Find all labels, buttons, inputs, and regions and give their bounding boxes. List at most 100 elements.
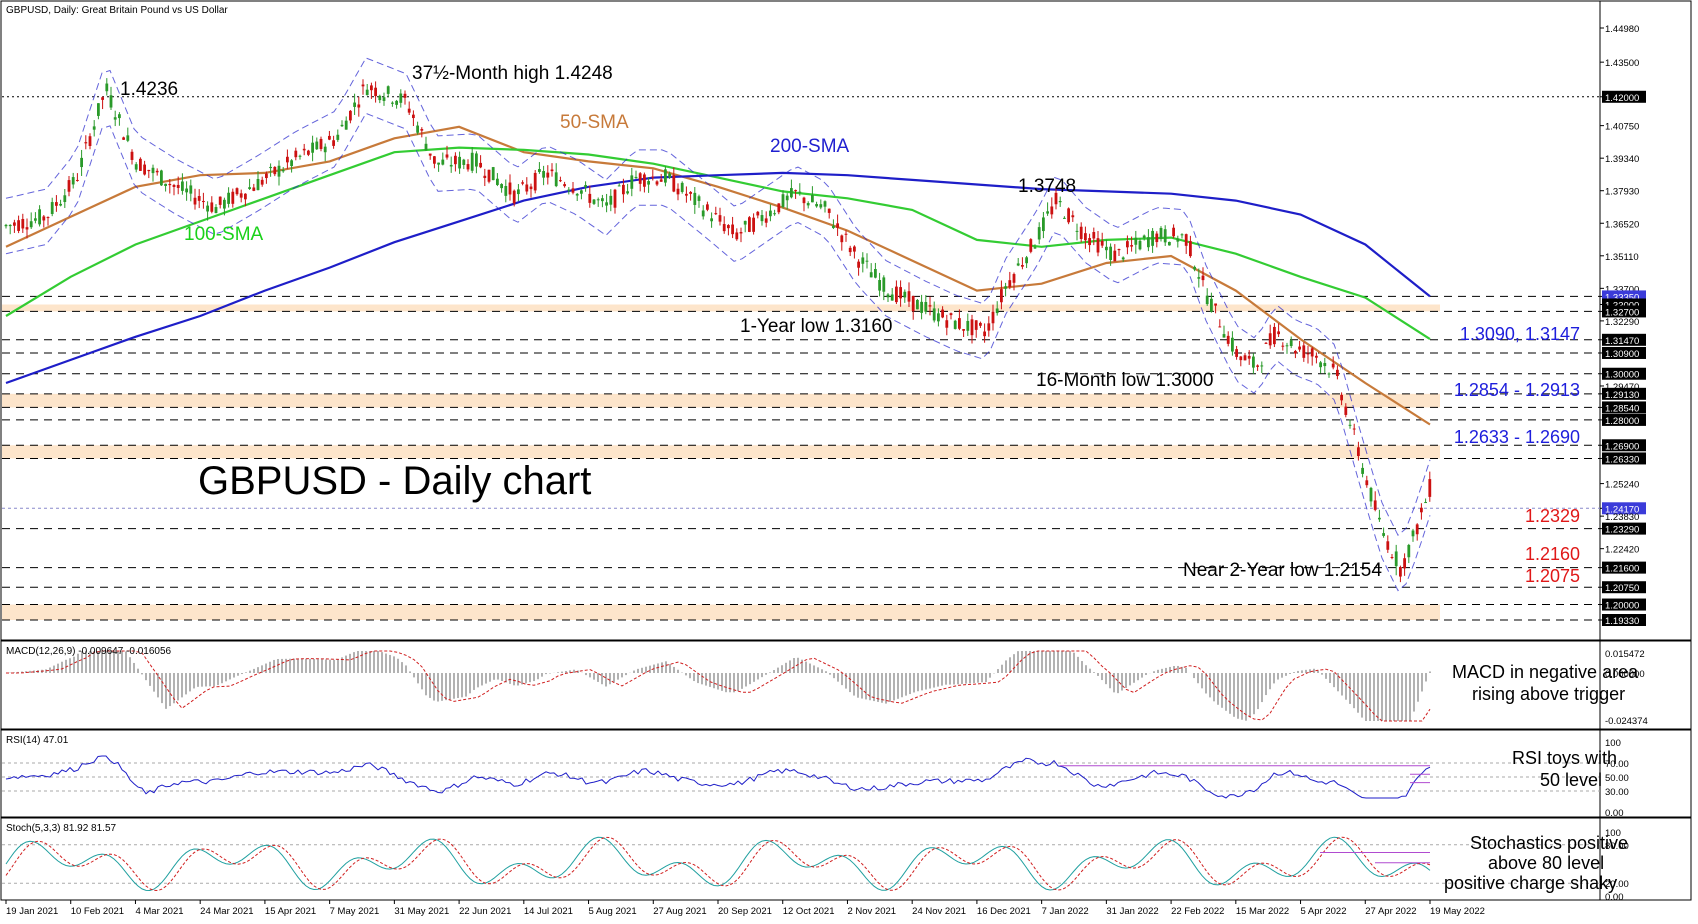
candle-body [67, 180, 71, 192]
candle-body [785, 195, 789, 201]
candle-body [1302, 345, 1306, 358]
price-label-box [1602, 401, 1646, 414]
candle-body [874, 269, 877, 278]
candle-body [386, 86, 390, 94]
candle-body [588, 193, 592, 203]
candle-body [344, 120, 348, 130]
price-label: 1.24170 [1605, 504, 1639, 515]
candle-body [349, 110, 352, 121]
candle-body [475, 153, 478, 167]
level-label: 1.2075 [1525, 566, 1580, 586]
annotation-low-2y: Near 2-Year low 1.2154 [1183, 560, 1382, 581]
candle-body [109, 95, 113, 108]
candle-body [496, 178, 499, 185]
rsi-axis-label: 30.00 [1605, 787, 1629, 798]
candle-body [617, 185, 621, 187]
candle-body [1121, 257, 1125, 260]
candle-body [151, 167, 155, 174]
candle-body [1390, 556, 1394, 558]
candle-body [143, 164, 146, 175]
price-label-box [1602, 452, 1646, 465]
candle-body [743, 220, 747, 225]
price-label: 1.22420 [1605, 545, 1639, 556]
rsi-axis-label: 70.00 [1605, 759, 1629, 770]
candle-body [567, 189, 571, 191]
candle-body [441, 159, 445, 165]
macd-axis-label: 0.000000 [1605, 669, 1645, 680]
support-resistance-zone [2, 445, 1440, 459]
candle-body [668, 173, 671, 178]
candle-body [533, 172, 537, 191]
candle-body [878, 280, 881, 291]
price-label: 1.33700 [1605, 284, 1639, 295]
candle-body [1142, 235, 1146, 238]
candle-body [928, 305, 932, 307]
candle-body [38, 209, 41, 225]
rsi-axis-label: 50.00 [1605, 773, 1629, 784]
x-axis-label: 7 May 2021 [330, 906, 380, 917]
candle-body [328, 135, 331, 140]
candle-body [332, 140, 335, 146]
candle-body [302, 148, 306, 151]
candle-body [315, 141, 319, 150]
macd-header: MACD(12,26,9) -0.009647 -0.016056 [6, 646, 172, 657]
candle-body [550, 169, 554, 172]
candle-body [239, 193, 243, 198]
candle-body [1340, 394, 1343, 401]
candle-body [294, 150, 298, 158]
candle-body [739, 232, 743, 234]
candle-body [466, 164, 470, 170]
price-label: 1.30900 [1605, 349, 1639, 360]
stoch-note-3: positive charge shaky [1444, 873, 1617, 893]
candle-body [407, 108, 411, 113]
candle-body [1243, 355, 1247, 361]
stoch-header: Stoch(5,3,3) 81.92 81.57 [6, 823, 117, 834]
stoch-axis-label: 100 [1605, 828, 1621, 839]
candle-body [1138, 240, 1142, 250]
candle-body [504, 186, 508, 196]
annotation-high-2: 37½-Month high 1.4248 [412, 63, 613, 84]
price-label: 1.35110 [1605, 252, 1639, 263]
x-axis-label: 7 Jan 2022 [1042, 906, 1089, 917]
price-label: 1.44980 [1605, 24, 1639, 35]
candle-body [17, 220, 20, 231]
candle-body [1172, 227, 1175, 237]
candle-body [1310, 348, 1314, 357]
chart-title: GBPUSD - Daily chart [198, 459, 591, 503]
candle-body [391, 102, 394, 104]
candle-body [664, 169, 667, 183]
candle-body [101, 97, 104, 100]
price-label-box [1602, 598, 1646, 611]
candle-body [773, 213, 776, 215]
candle-body [458, 156, 461, 169]
candle-body [1361, 467, 1364, 474]
candle-body [802, 197, 806, 204]
candle-body [416, 125, 419, 133]
candle-body [685, 193, 688, 196]
price-label-box [1602, 439, 1646, 452]
candle-body [1042, 217, 1045, 232]
candle-body [1159, 227, 1163, 239]
candle-body [105, 83, 109, 92]
x-axis-label: 15 Mar 2022 [1236, 906, 1289, 917]
x-axis-label: 2 Nov 2021 [847, 906, 896, 917]
candle-body [357, 104, 361, 108]
candle-body [88, 136, 92, 147]
candle-body [50, 202, 54, 214]
candle-body [1222, 334, 1226, 338]
candle-body [584, 185, 587, 188]
level-label: 1.2854 - 1.2913 [1454, 380, 1580, 400]
candle-body [374, 87, 377, 97]
candle-body [596, 199, 600, 201]
candle-body [895, 286, 898, 303]
price-label: 1.43500 [1605, 58, 1639, 69]
candle-body [1260, 365, 1264, 367]
candle-body [1306, 353, 1310, 355]
candle-body [630, 175, 634, 189]
candle-body [483, 175, 487, 179]
candle-body [412, 114, 415, 119]
candle-body [764, 218, 768, 223]
price-label: 1.42000 [1605, 93, 1639, 104]
candle-body [34, 218, 37, 221]
